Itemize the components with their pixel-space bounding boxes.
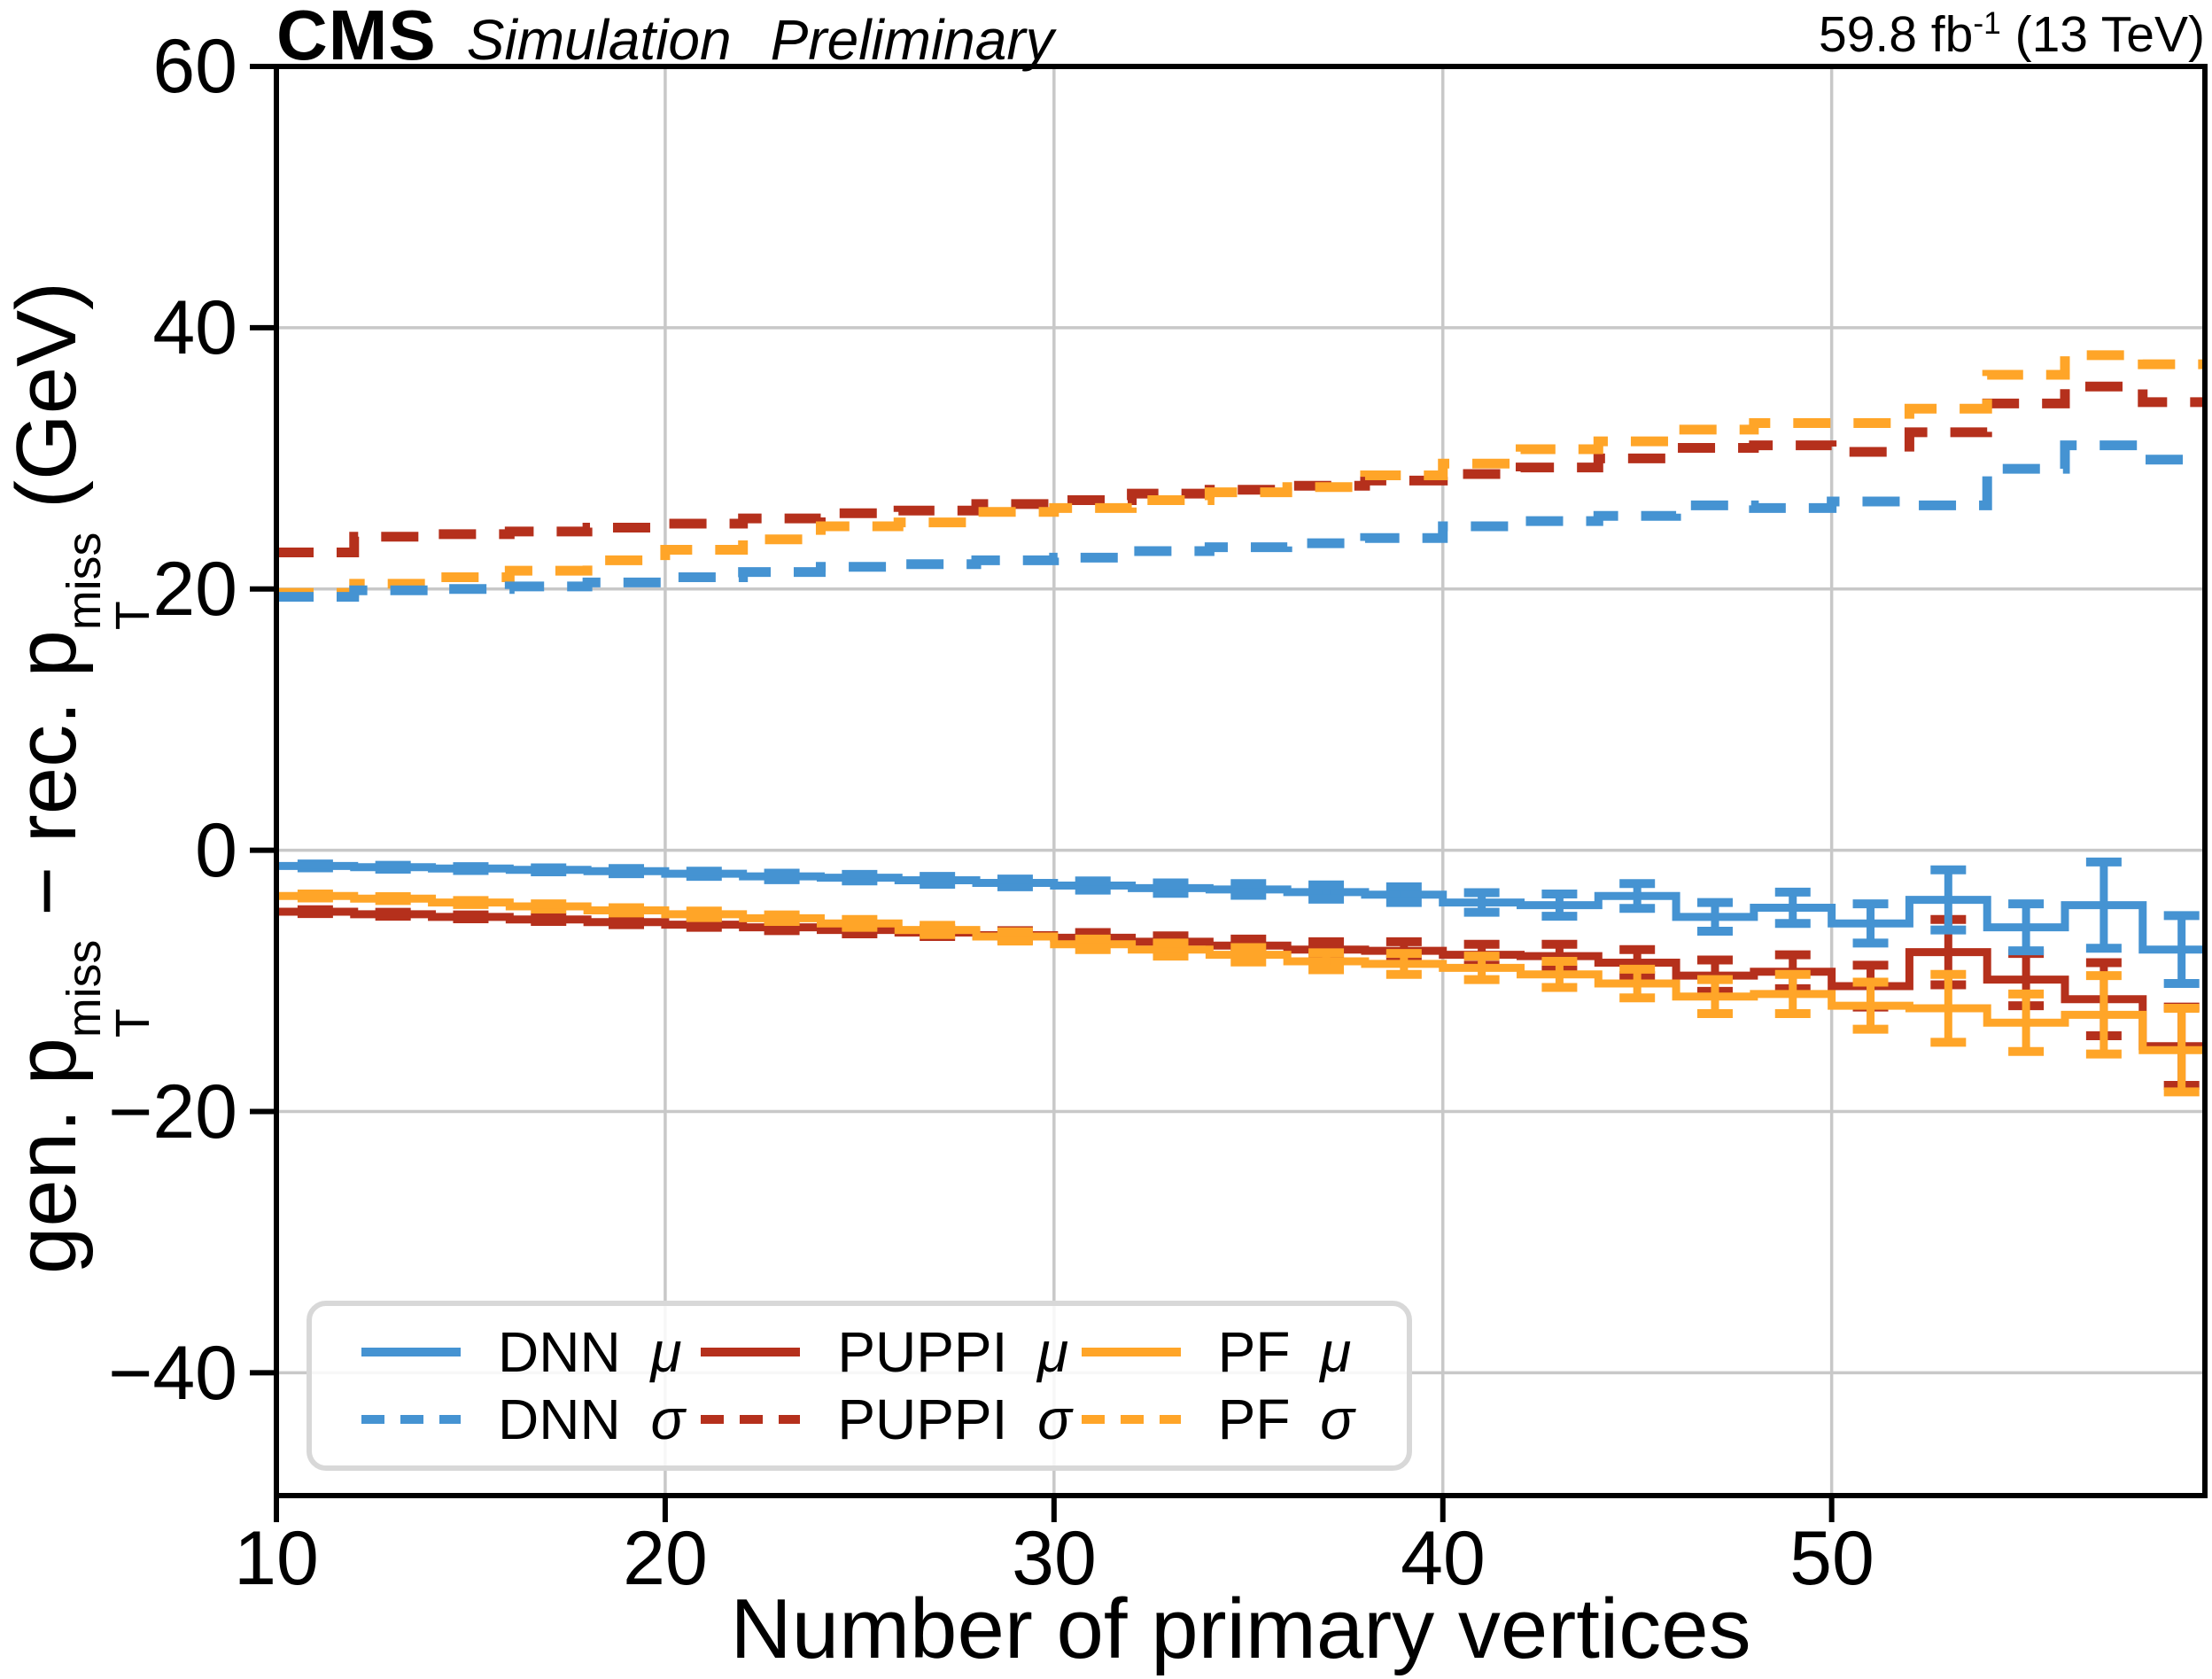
legend-entry-dnn-mu: DNN μ xyxy=(361,1318,701,1386)
legend-entry-dnn-sigma: DNN σ xyxy=(361,1386,701,1453)
pt-miss-stack: miss T xyxy=(58,939,159,1038)
legend-entry-pf-sigma: PF σ xyxy=(1081,1386,1380,1453)
y-tick-20: 20 xyxy=(152,547,237,632)
pt-miss-stack: miss T xyxy=(58,532,159,631)
y-tick-60: 60 xyxy=(152,24,237,109)
y-tick-40: 40 xyxy=(152,285,237,370)
x-tick-40: 40 xyxy=(1401,1516,1486,1601)
mu-symbol: μ xyxy=(1037,1320,1069,1384)
x-tick-10: 10 xyxy=(234,1516,319,1601)
legend-entry-puppi-sigma: PUPPI σ xyxy=(701,1386,1081,1453)
x-tick-20: 20 xyxy=(623,1516,708,1601)
lumi-exponent: -1 xyxy=(1973,6,2001,41)
legend-line-sample-dnn-mu xyxy=(361,1348,461,1356)
sigma-symbol: σ xyxy=(650,1388,686,1451)
cms-logo-text: CMS xyxy=(276,0,437,74)
mu-symbol: μ xyxy=(650,1320,682,1384)
legend-line-sample-puppi-mu xyxy=(701,1348,801,1356)
y-tick-0: 0 xyxy=(195,808,237,893)
preliminary-label: Preliminary xyxy=(770,8,1054,72)
plot-header: CMS Simulation Preliminary xyxy=(276,0,1054,74)
legend-line-sample-pf-mu xyxy=(1081,1348,1181,1356)
luminosity-label: 59.8 fb-1 (13 TeV) xyxy=(1819,6,2205,63)
legend-line-sample-pf-sigma xyxy=(1081,1415,1181,1424)
x-axis-title: Number of primary vertices xyxy=(730,1582,1751,1676)
legend-entry-pf-mu: PF μ xyxy=(1081,1318,1380,1386)
legend-box: DNN μ PUPPI μ PF μ DNN σ PUPPI σ PF σ xyxy=(307,1301,1412,1471)
legend-line-sample-puppi-sigma xyxy=(701,1415,801,1424)
legend-entry-puppi-mu: PUPPI μ xyxy=(701,1318,1081,1386)
simulation-label: Simulation xyxy=(466,8,732,72)
mu-symbol: μ xyxy=(1320,1320,1352,1384)
legend-line-sample-dnn-sigma xyxy=(361,1415,461,1424)
x-tick-30: 30 xyxy=(1012,1516,1097,1601)
y-axis-title: gen. p miss T − rec. p miss T (GeV) xyxy=(0,281,159,1275)
y-tick-neg40: −40 xyxy=(108,1331,237,1416)
x-tick-50: 50 xyxy=(1789,1516,1874,1601)
y-tick-neg20: −20 xyxy=(108,1069,237,1154)
sigma-symbol: σ xyxy=(1320,1388,1354,1451)
sigma-symbol: σ xyxy=(1037,1388,1072,1451)
